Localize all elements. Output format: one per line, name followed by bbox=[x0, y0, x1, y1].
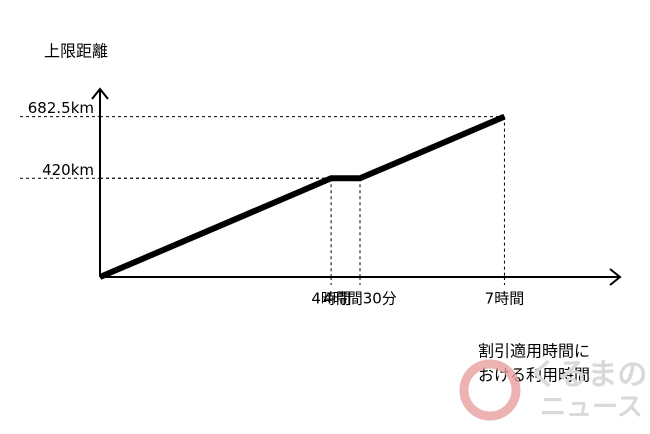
x-axis-arrow bbox=[609, 268, 622, 286]
x-axis-label: 割引適用時間に bbox=[478, 342, 590, 361]
y-tick-label: 420km bbox=[42, 161, 94, 179]
y-axis-label: 上限距離 bbox=[44, 42, 108, 61]
x-tick-label: 4時間30分 bbox=[323, 290, 397, 308]
watermark: くるまの bbox=[528, 358, 647, 393]
y-tick-label: 682.5km bbox=[28, 99, 94, 117]
x-tick-label: 4時間 bbox=[311, 290, 351, 308]
watermark-logo bbox=[459, 359, 521, 421]
data-line bbox=[98, 113, 506, 280]
y-axis-arrow bbox=[91, 87, 109, 100]
x-tick-label: 7時間 bbox=[485, 290, 525, 308]
watermark: ニュース bbox=[540, 393, 643, 423]
